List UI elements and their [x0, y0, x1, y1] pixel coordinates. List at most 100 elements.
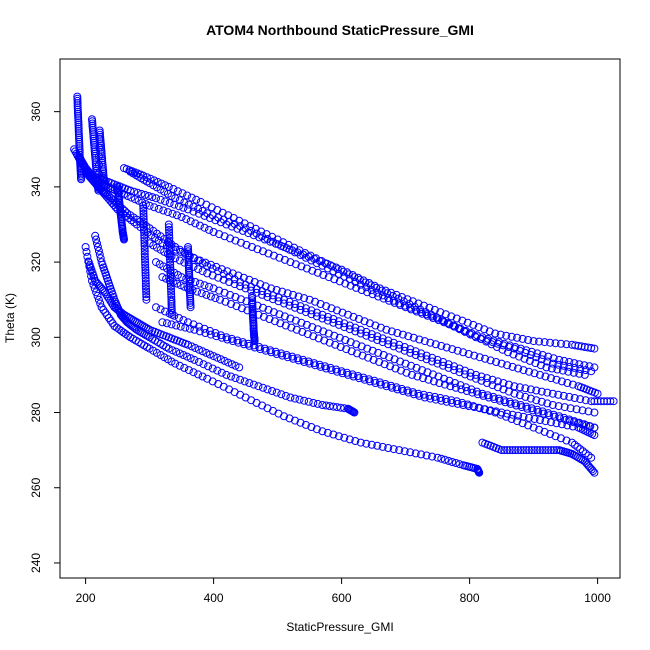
data-point	[141, 266, 150, 275]
data-point	[333, 367, 341, 376]
data-point	[378, 442, 387, 451]
data-point	[139, 207, 148, 215]
data-point	[166, 276, 175, 285]
data-point	[303, 330, 312, 339]
data-point	[189, 253, 198, 262]
data-point	[205, 326, 214, 335]
data-point	[291, 416, 299, 425]
data-point	[269, 308, 278, 317]
data-point	[433, 355, 442, 364]
data-point	[437, 454, 446, 463]
data-point	[274, 297, 283, 306]
data-point	[213, 366, 222, 375]
data-point	[546, 430, 555, 438]
data-point	[258, 290, 267, 299]
data-point	[322, 302, 331, 311]
data-point	[187, 342, 196, 351]
data-point	[418, 309, 427, 318]
data-point	[252, 285, 261, 293]
data-point	[165, 233, 174, 242]
data-point	[140, 247, 149, 256]
data-point	[417, 349, 426, 358]
data-point	[375, 358, 384, 366]
data-point	[579, 447, 587, 456]
data-point	[313, 268, 322, 277]
data-point	[195, 327, 204, 336]
data-point	[442, 343, 451, 352]
data-point	[319, 271, 328, 279]
data-point	[557, 339, 565, 348]
data-point	[231, 361, 240, 370]
data-point	[212, 262, 221, 271]
data-point	[285, 301, 294, 310]
data-point	[161, 197, 170, 206]
data-point	[417, 450, 426, 459]
data-point	[230, 280, 239, 289]
data-point	[590, 408, 599, 417]
data-point	[506, 399, 515, 408]
data-point	[236, 375, 245, 384]
data-point	[500, 446, 509, 455]
data-point	[189, 202, 198, 211]
data-point	[409, 333, 418, 342]
data-point	[521, 392, 530, 401]
data-point	[509, 350, 518, 359]
data-point	[141, 260, 150, 269]
data-point	[463, 318, 472, 327]
y-axis: 240 260 280 300 320 340 360	[29, 101, 61, 573]
data-point	[123, 192, 132, 200]
data-point	[289, 290, 298, 299]
data-point	[426, 394, 435, 403]
data-point	[530, 415, 539, 423]
data-point	[334, 432, 343, 441]
data-point	[411, 449, 420, 458]
data-point	[589, 467, 597, 476]
data-point	[152, 194, 160, 203]
data-point	[406, 448, 415, 457]
data-point	[395, 340, 404, 349]
data-point	[537, 397, 546, 406]
data-point	[194, 256, 203, 265]
data-point	[351, 323, 360, 332]
data-point	[156, 305, 165, 314]
data-point	[167, 290, 176, 299]
data-point	[320, 336, 329, 345]
data-point	[296, 305, 305, 314]
data-point	[206, 260, 215, 269]
data-point	[104, 294, 113, 303]
data-point	[587, 453, 596, 462]
data-point	[296, 302, 305, 311]
data-point	[537, 355, 546, 364]
data-point	[520, 354, 529, 363]
data-point	[472, 374, 480, 383]
data-point	[141, 258, 150, 267]
data-point	[324, 273, 333, 282]
data-point	[362, 331, 371, 340]
data-point	[428, 357, 437, 366]
data-point	[481, 354, 490, 363]
data-point	[139, 223, 148, 232]
data-point	[559, 361, 568, 370]
data-point	[519, 412, 528, 421]
data-point	[357, 342, 366, 351]
data-point	[292, 325, 301, 334]
data-point	[259, 247, 267, 256]
data-point	[283, 289, 292, 298]
data-point	[411, 347, 420, 356]
data-point	[180, 363, 189, 372]
data-point	[560, 356, 569, 365]
data-point	[483, 379, 491, 387]
data-point	[344, 310, 352, 319]
data-point	[309, 398, 318, 407]
data-point	[409, 390, 418, 399]
data-point	[519, 446, 528, 455]
data-point	[307, 423, 316, 431]
data-point	[198, 347, 207, 356]
data-point	[186, 303, 195, 312]
data-point	[140, 228, 149, 237]
data-point	[272, 350, 281, 358]
data-point	[165, 225, 173, 234]
data-point	[393, 385, 402, 394]
data-point	[226, 290, 235, 299]
data-point	[184, 366, 193, 375]
